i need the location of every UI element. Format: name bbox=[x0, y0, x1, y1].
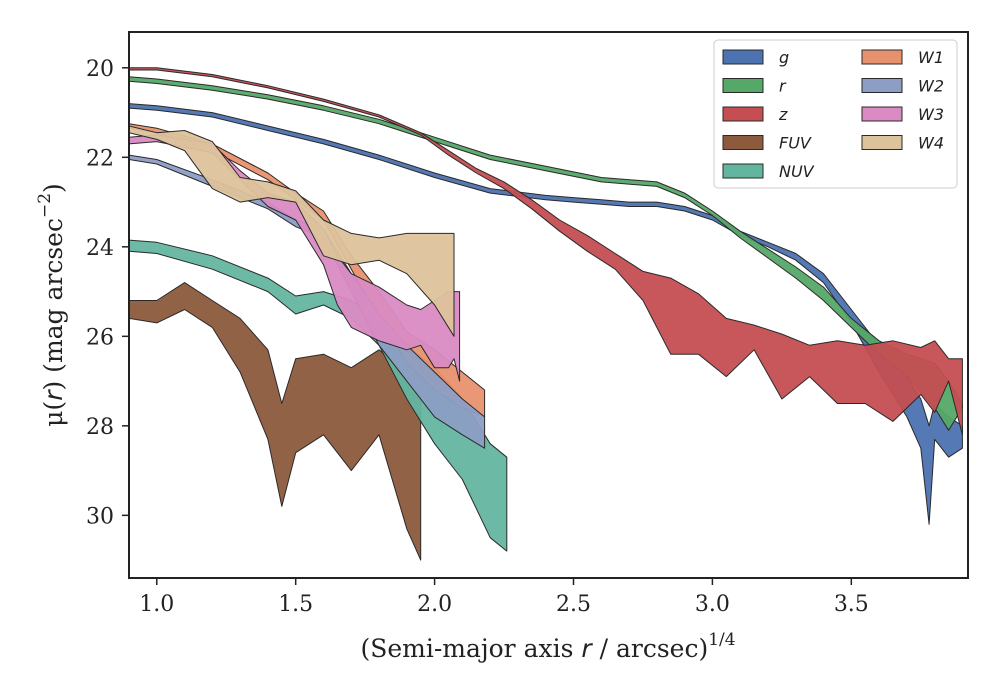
series-band-fuv bbox=[129, 282, 422, 561]
y-tick-label: 28 bbox=[86, 415, 114, 440]
x-tick-label: 1.5 bbox=[278, 592, 313, 617]
x-axis-ticks: 1.0 1.5 2.0 2.5 3.0 3.5 bbox=[139, 578, 869, 617]
legend-swatch-w1 bbox=[861, 49, 903, 65]
series-layer bbox=[129, 67, 963, 561]
legend-label-nuv: NUV bbox=[779, 162, 815, 181]
legend-label-w3: W3 bbox=[918, 105, 944, 124]
legend-label-w4: W4 bbox=[918, 134, 944, 153]
plot-frame bbox=[128, 31, 969, 579]
x-tick-label: 1.0 bbox=[139, 592, 174, 617]
legend-label-w1: W1 bbox=[918, 48, 944, 67]
y-tick-label: 26 bbox=[86, 325, 114, 350]
y-tick-label: 24 bbox=[86, 236, 114, 261]
legend-label-z: z bbox=[778, 105, 788, 124]
series-band-z bbox=[129, 67, 963, 436]
y-tick-label: 22 bbox=[86, 146, 114, 171]
x-axis-label: (Semi-major axis r / arcsec)1/4 bbox=[360, 630, 735, 663]
x-tick-label: 3.0 bbox=[695, 592, 730, 617]
y-axis-ticks: 20 22 24 26 28 30 bbox=[86, 57, 129, 529]
legend-label-r: r bbox=[779, 77, 787, 96]
y-tick-label: 30 bbox=[86, 504, 114, 529]
legend-label-fuv: FUV bbox=[779, 134, 812, 153]
series-band-w4 bbox=[129, 125, 455, 337]
x-tick-label: 3.5 bbox=[834, 592, 869, 617]
series-band-g bbox=[129, 103, 963, 525]
y-tick-label: 20 bbox=[86, 57, 114, 82]
legend-swatch-r bbox=[722, 78, 764, 93]
x-tick-label: 2.0 bbox=[417, 592, 452, 617]
legend-frame bbox=[713, 39, 958, 189]
legend-swatch-w4 bbox=[861, 135, 903, 150]
legend-swatch-fuv bbox=[722, 135, 764, 150]
legend: grz FUV NUV W1 W2 W3 W4 bbox=[713, 39, 958, 189]
x-tick-label: 2.5 bbox=[556, 592, 591, 617]
legend-swatch-g bbox=[722, 49, 764, 65]
legend-swatch-nuv bbox=[722, 163, 764, 179]
legend-swatch-w3 bbox=[861, 106, 903, 122]
y-axis-label: μ(r) (mag arcsec−2) bbox=[35, 183, 68, 427]
legend-label-w2: W2 bbox=[918, 77, 944, 96]
legend-swatch-w2 bbox=[861, 78, 903, 93]
legend-label-g: g bbox=[779, 48, 789, 67]
legend-swatch-z bbox=[722, 106, 764, 122]
